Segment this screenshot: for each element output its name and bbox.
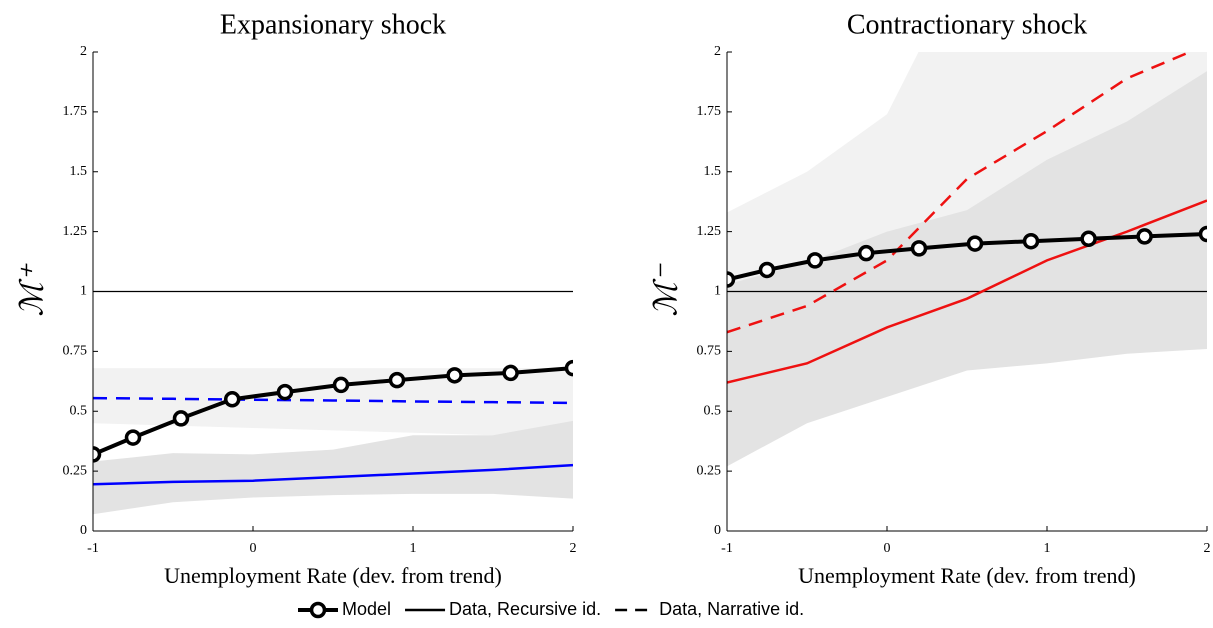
x-tick-label: 2 — [1204, 541, 1211, 556]
x-tick-label: -1 — [87, 541, 99, 556]
marker — [172, 410, 190, 427]
series-line — [93, 366, 573, 457]
y-tick-label: 0.75 — [697, 344, 722, 359]
x-tick-label: 0 — [884, 541, 891, 556]
x-tick-label: -1 — [721, 541, 733, 556]
y-tick-label: 0.5 — [70, 403, 88, 418]
x-axis-label: Unemployment Rate (dev. from trend) — [798, 563, 1136, 588]
y-tick-label: 1.25 — [63, 224, 88, 239]
y-tick-label: 1 — [714, 284, 721, 299]
confidence-band — [727, 52, 1207, 285]
marker — [806, 252, 824, 269]
x-tick-label: 0 — [250, 541, 257, 556]
marker — [758, 261, 776, 279]
y-tick-label: 2 — [714, 44, 721, 59]
x-tick-label: 1 — [410, 541, 417, 556]
marker — [332, 376, 350, 394]
y-tick-label: 0.5 — [704, 403, 722, 418]
marker — [1080, 230, 1097, 248]
chart-title: Expansionary shock — [220, 9, 446, 40]
y-axis-label: ℳ⁺ — [13, 263, 49, 316]
x-tick-label: 2 — [570, 541, 577, 556]
legend-label: Model — [342, 599, 391, 619]
y-tick-label: 2 — [80, 44, 87, 59]
series-line — [727, 232, 1207, 282]
marker — [93, 446, 102, 463]
y-tick-label: 1.5 — [70, 164, 88, 179]
marker — [910, 240, 928, 257]
y-tick-label: 0.25 — [63, 463, 88, 478]
marker — [502, 364, 519, 382]
marker — [564, 359, 573, 377]
legend-label: Data, Recursive id. — [449, 599, 601, 619]
marker — [223, 391, 241, 408]
legend-label: Data, Narrative id. — [659, 599, 804, 619]
confidence-band — [727, 71, 1207, 467]
marker — [1022, 232, 1040, 250]
y-tick-label: 1 — [80, 284, 87, 299]
marker — [388, 371, 406, 389]
y-tick-label: 0 — [714, 523, 721, 538]
legend-item: Data, Recursive id. — [405, 599, 601, 619]
y-tick-label: 1.75 — [697, 104, 722, 119]
marker — [727, 271, 736, 288]
y-tick-label: 0.25 — [697, 463, 722, 478]
chart-title: Contractionary shock — [847, 9, 1087, 40]
marker — [124, 429, 142, 446]
y-axis-label: ℳ⁻ — [647, 263, 683, 316]
legend-item: Data, Narrative id. — [615, 599, 804, 619]
y-tick-label: 0 — [80, 523, 87, 538]
marker — [1198, 225, 1207, 243]
y-tick-label: 0.75 — [63, 344, 88, 359]
y-tick-label: 1.75 — [63, 104, 88, 119]
y-tick-label: 1.5 — [704, 164, 722, 179]
marker — [966, 235, 984, 252]
marker — [1136, 228, 1153, 245]
x-axis-label: Unemployment Rate (dev. from trend) — [164, 563, 502, 588]
x-tick-label: 1 — [1044, 541, 1051, 556]
y-tick-label: 1.25 — [697, 224, 722, 239]
legend-item: Model — [298, 599, 391, 619]
series-line — [93, 463, 573, 486]
marker — [276, 383, 294, 401]
legend-marker — [309, 601, 327, 619]
plot-area — [93, 290, 573, 515]
confidence-band — [93, 420, 573, 515]
plot-area — [727, 52, 1207, 467]
series-line — [93, 396, 573, 405]
marker — [446, 367, 463, 384]
marker — [857, 244, 875, 262]
series-line — [727, 199, 1207, 384]
